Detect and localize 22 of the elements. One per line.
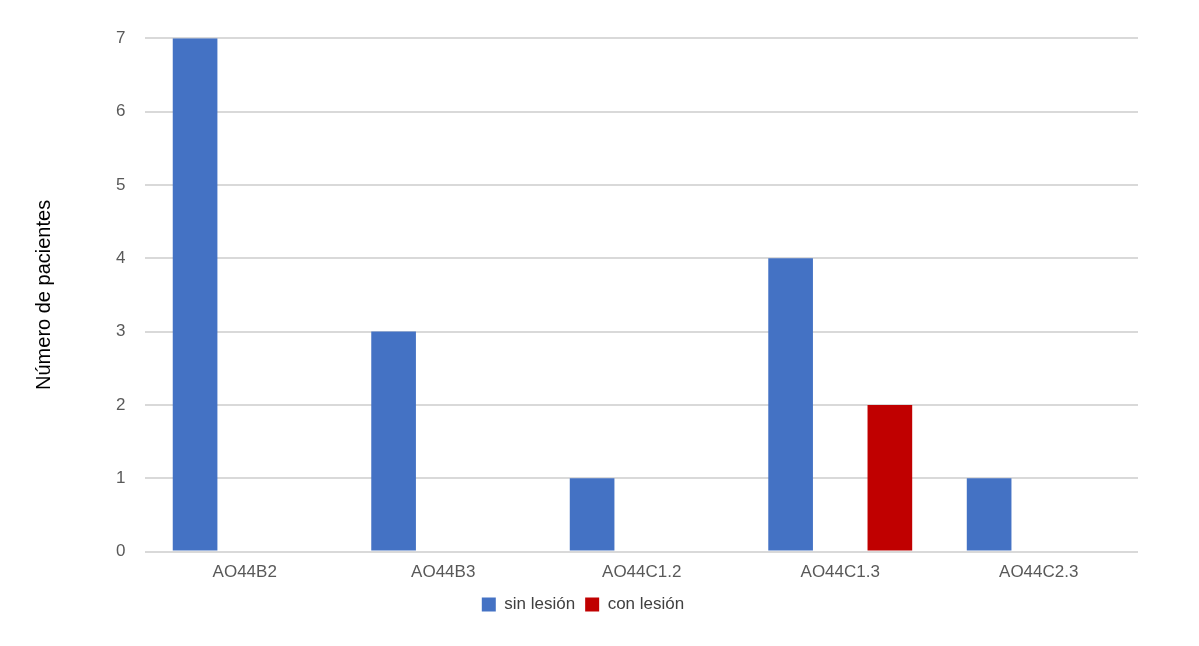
bar [371,331,416,551]
x-tick-label: AO44C1.2 [602,562,682,582]
y-tick-label: 3 [115,321,126,341]
y-tick-label: 2 [115,394,126,414]
y-tick-label: 0 [115,541,126,561]
y-tick-label: 1 [115,467,126,487]
x-tick-label: AO44C1.3 [800,562,880,582]
x-tick-label: AO44C2.3 [999,562,1079,582]
y-tick-label: 6 [115,101,126,121]
y-tick-label: 7 [115,27,126,47]
y-tick-label: 5 [115,174,126,194]
legend-label: sin lesión [504,594,576,614]
x-tick-label: AO44B3 [411,562,476,582]
x-tick-label: AO44B2 [212,562,277,582]
y-tick-label: 4 [115,247,126,267]
bar [966,478,1012,551]
y-axis-title: Número de pacientes [31,199,54,390]
bar [569,478,615,551]
bar [867,404,913,551]
legend-label: con lesión [607,594,685,614]
bar [768,258,813,551]
bar [172,38,218,551]
